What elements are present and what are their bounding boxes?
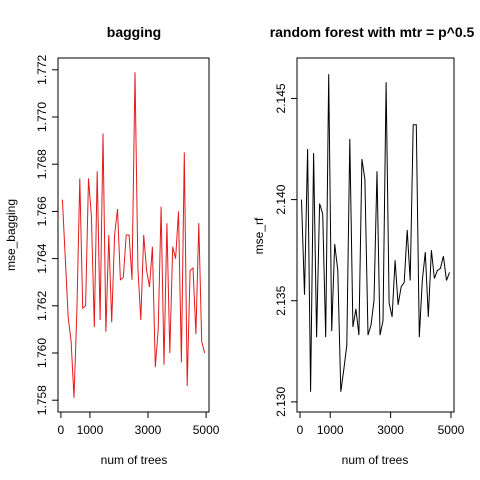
x-tick-label: 5000	[193, 423, 220, 437]
y-tick-label: 1.770	[35, 102, 49, 132]
x-tick-label: 3000	[377, 423, 404, 437]
series-line	[301, 74, 450, 392]
y-tick-label: 1.758	[35, 385, 49, 415]
x-tick-label: 3000	[135, 423, 162, 437]
x-tick-label: 0	[58, 423, 65, 437]
y-tick-label: 1.766	[35, 196, 49, 226]
chart-title: random forest with mtr = p^0.5	[270, 24, 475, 40]
y-tick-label: 2.130	[274, 387, 288, 417]
x-axis: 0 1000 3000 5000	[297, 411, 465, 437]
y-axis: 2.130 2.135 2.140 2.145	[274, 83, 298, 417]
x-tick-label: 1000	[77, 423, 104, 437]
x-tick-label: 1000	[317, 423, 344, 437]
y-tick-label: 2.135	[274, 285, 288, 315]
y-axis-label: mse_bagging	[4, 199, 18, 271]
x-axis-label: num of trees	[342, 453, 409, 467]
x-axis: 0 1000 3000 5000	[58, 411, 220, 437]
series-line	[61, 72, 206, 398]
x-tick-label: 5000	[438, 423, 465, 437]
bagging-panel: bagging num of trees mse_bagging 0 1000 30…	[4, 24, 220, 467]
y-tick-label: 1.764	[35, 243, 49, 273]
y-tick-label: 2.145	[274, 83, 288, 113]
x-tick-label: 0	[297, 423, 304, 437]
y-axis-label: mse_rf	[252, 217, 266, 254]
y-tick-label: 1.762	[35, 290, 49, 320]
y-tick-label: 1.768	[35, 149, 49, 179]
y-tick-label: 1.772	[35, 54, 49, 84]
y-axis: 1.758 1.760 1.762 1.764 1.766 1.768 1.770 1.772	[35, 54, 59, 415]
chart-title: bagging	[107, 24, 161, 40]
random-forest-panel: random forest with mtr = p^0.5 num of tr…	[252, 24, 475, 467]
y-tick-label: 2.140	[274, 184, 288, 214]
y-tick-label: 1.760	[35, 338, 49, 368]
x-axis-label: num of trees	[101, 453, 168, 467]
